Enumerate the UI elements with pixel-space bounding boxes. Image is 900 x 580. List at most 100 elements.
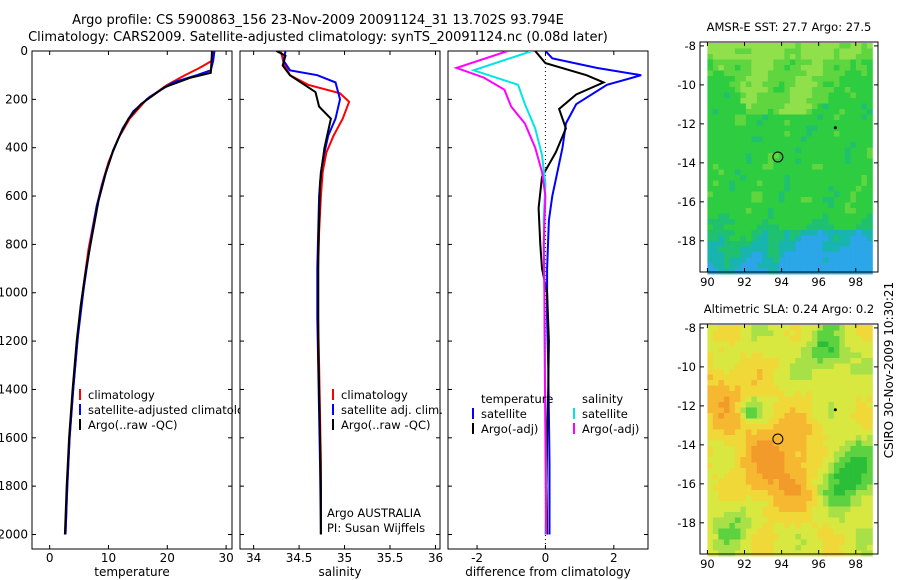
heatmap-cell [767, 358, 774, 364]
heatmap-cell [745, 81, 752, 88]
heatmap-cell [707, 169, 714, 176]
heatmap-cell [756, 230, 763, 236]
heatmap-cell [822, 147, 829, 154]
heatmap-cell [712, 468, 719, 474]
heatmap-cell [729, 391, 736, 397]
heatmap-cell [740, 48, 747, 55]
heatmap-cell [850, 175, 857, 181]
heatmap-cell [866, 87, 873, 93]
heatmap-cell [723, 147, 730, 154]
heatmap-cell [866, 54, 873, 60]
heatmap-cell [740, 257, 747, 264]
heatmap-cell [795, 484, 802, 491]
heatmap-cell [718, 180, 725, 187]
heatmap-cell [718, 325, 725, 331]
heatmap-cell [756, 451, 763, 458]
heatmap-cell [833, 180, 840, 187]
heatmap-cell [833, 457, 840, 463]
heatmap-cell [729, 197, 736, 203]
heatmap-cell [756, 114, 763, 121]
heatmap-cell [740, 246, 747, 253]
heatmap-cell [828, 336, 835, 342]
heatmap-cell [811, 341, 818, 348]
heatmap-cell [756, 341, 763, 348]
heatmap-cell [773, 358, 780, 364]
heatmap-cell [833, 380, 840, 386]
heatmap-cell [822, 219, 829, 225]
heatmap-cell [844, 402, 851, 408]
heatmap-cell [844, 495, 851, 502]
heatmap-cell [817, 352, 824, 359]
heatmap-cell [712, 43, 719, 49]
heatmap-cell [762, 114, 769, 121]
heatmap-cell [839, 479, 846, 485]
heatmap-cell [707, 219, 714, 225]
y-tick-label: -8 [685, 39, 696, 53]
heatmap-cell [817, 495, 824, 502]
heatmap-cell [773, 479, 780, 485]
heatmap-cell [718, 341, 725, 348]
legend-entry: climatology [341, 388, 408, 402]
heatmap-cell [855, 352, 862, 359]
heatmap-cell [745, 43, 752, 49]
heatmap-cell [778, 506, 785, 513]
heatmap-cell [740, 479, 747, 485]
heatmap-cell [751, 186, 758, 192]
heatmap-cell [855, 550, 862, 557]
heatmap-cell [784, 92, 791, 99]
heatmap-cell [850, 98, 857, 104]
heatmap-cell [773, 142, 780, 148]
heatmap-cell [762, 490, 769, 496]
heatmap-cell [833, 484, 840, 491]
heatmap-cell [789, 352, 796, 359]
heatmap-cell [778, 131, 785, 137]
heatmap-cell [718, 473, 725, 480]
heatmap-cell [740, 512, 747, 518]
heatmap-cell [800, 479, 807, 485]
heatmap-cell [767, 523, 774, 529]
heatmap-cell [806, 374, 813, 381]
heatmap-cell [778, 336, 785, 342]
heatmap-cell [729, 468, 736, 474]
heatmap-cell [784, 202, 791, 209]
heatmap-cell [789, 517, 796, 524]
heatmap-cell [800, 336, 807, 342]
heatmap-cell [795, 506, 802, 513]
heatmap-cell [844, 54, 851, 60]
heatmap-cell [850, 479, 857, 485]
heatmap-cell [800, 224, 807, 231]
heatmap-cell [855, 539, 862, 546]
heatmap-cell [718, 396, 725, 403]
y-tick-label: 600 [5, 189, 28, 203]
heatmap-cell [795, 43, 802, 49]
heatmap-cell [850, 495, 857, 502]
heatmap-cell [767, 257, 774, 264]
heatmap-cell [756, 435, 763, 441]
heatmap-cell [855, 158, 862, 165]
heatmap-cell [844, 413, 851, 419]
heatmap-cell [866, 325, 873, 331]
heatmap-cell [806, 429, 813, 436]
heatmap-cell [817, 98, 824, 104]
heatmap-cell [789, 230, 796, 236]
heatmap-cell [833, 451, 840, 458]
heatmap-cell [822, 517, 829, 524]
heatmap-cell [861, 263, 868, 269]
heatmap-cell [844, 336, 851, 342]
heatmap-cell [773, 98, 780, 104]
heatmap-cell [718, 136, 725, 143]
heatmap-cell [707, 545, 714, 551]
heatmap-cell [817, 235, 824, 242]
heatmap-cell [756, 473, 763, 480]
heatmap-cell [811, 457, 818, 463]
heatmap-cell [866, 446, 873, 452]
heatmap-cell [707, 352, 714, 359]
heatmap-cell [778, 479, 785, 485]
heatmap-cell [712, 473, 719, 480]
heatmap-cell [762, 446, 769, 452]
heatmap-cell [723, 92, 730, 99]
heatmap-cell [822, 208, 829, 214]
heatmap-cell [723, 175, 730, 181]
heatmap-cell [833, 142, 840, 148]
heatmap-cell [866, 147, 873, 154]
